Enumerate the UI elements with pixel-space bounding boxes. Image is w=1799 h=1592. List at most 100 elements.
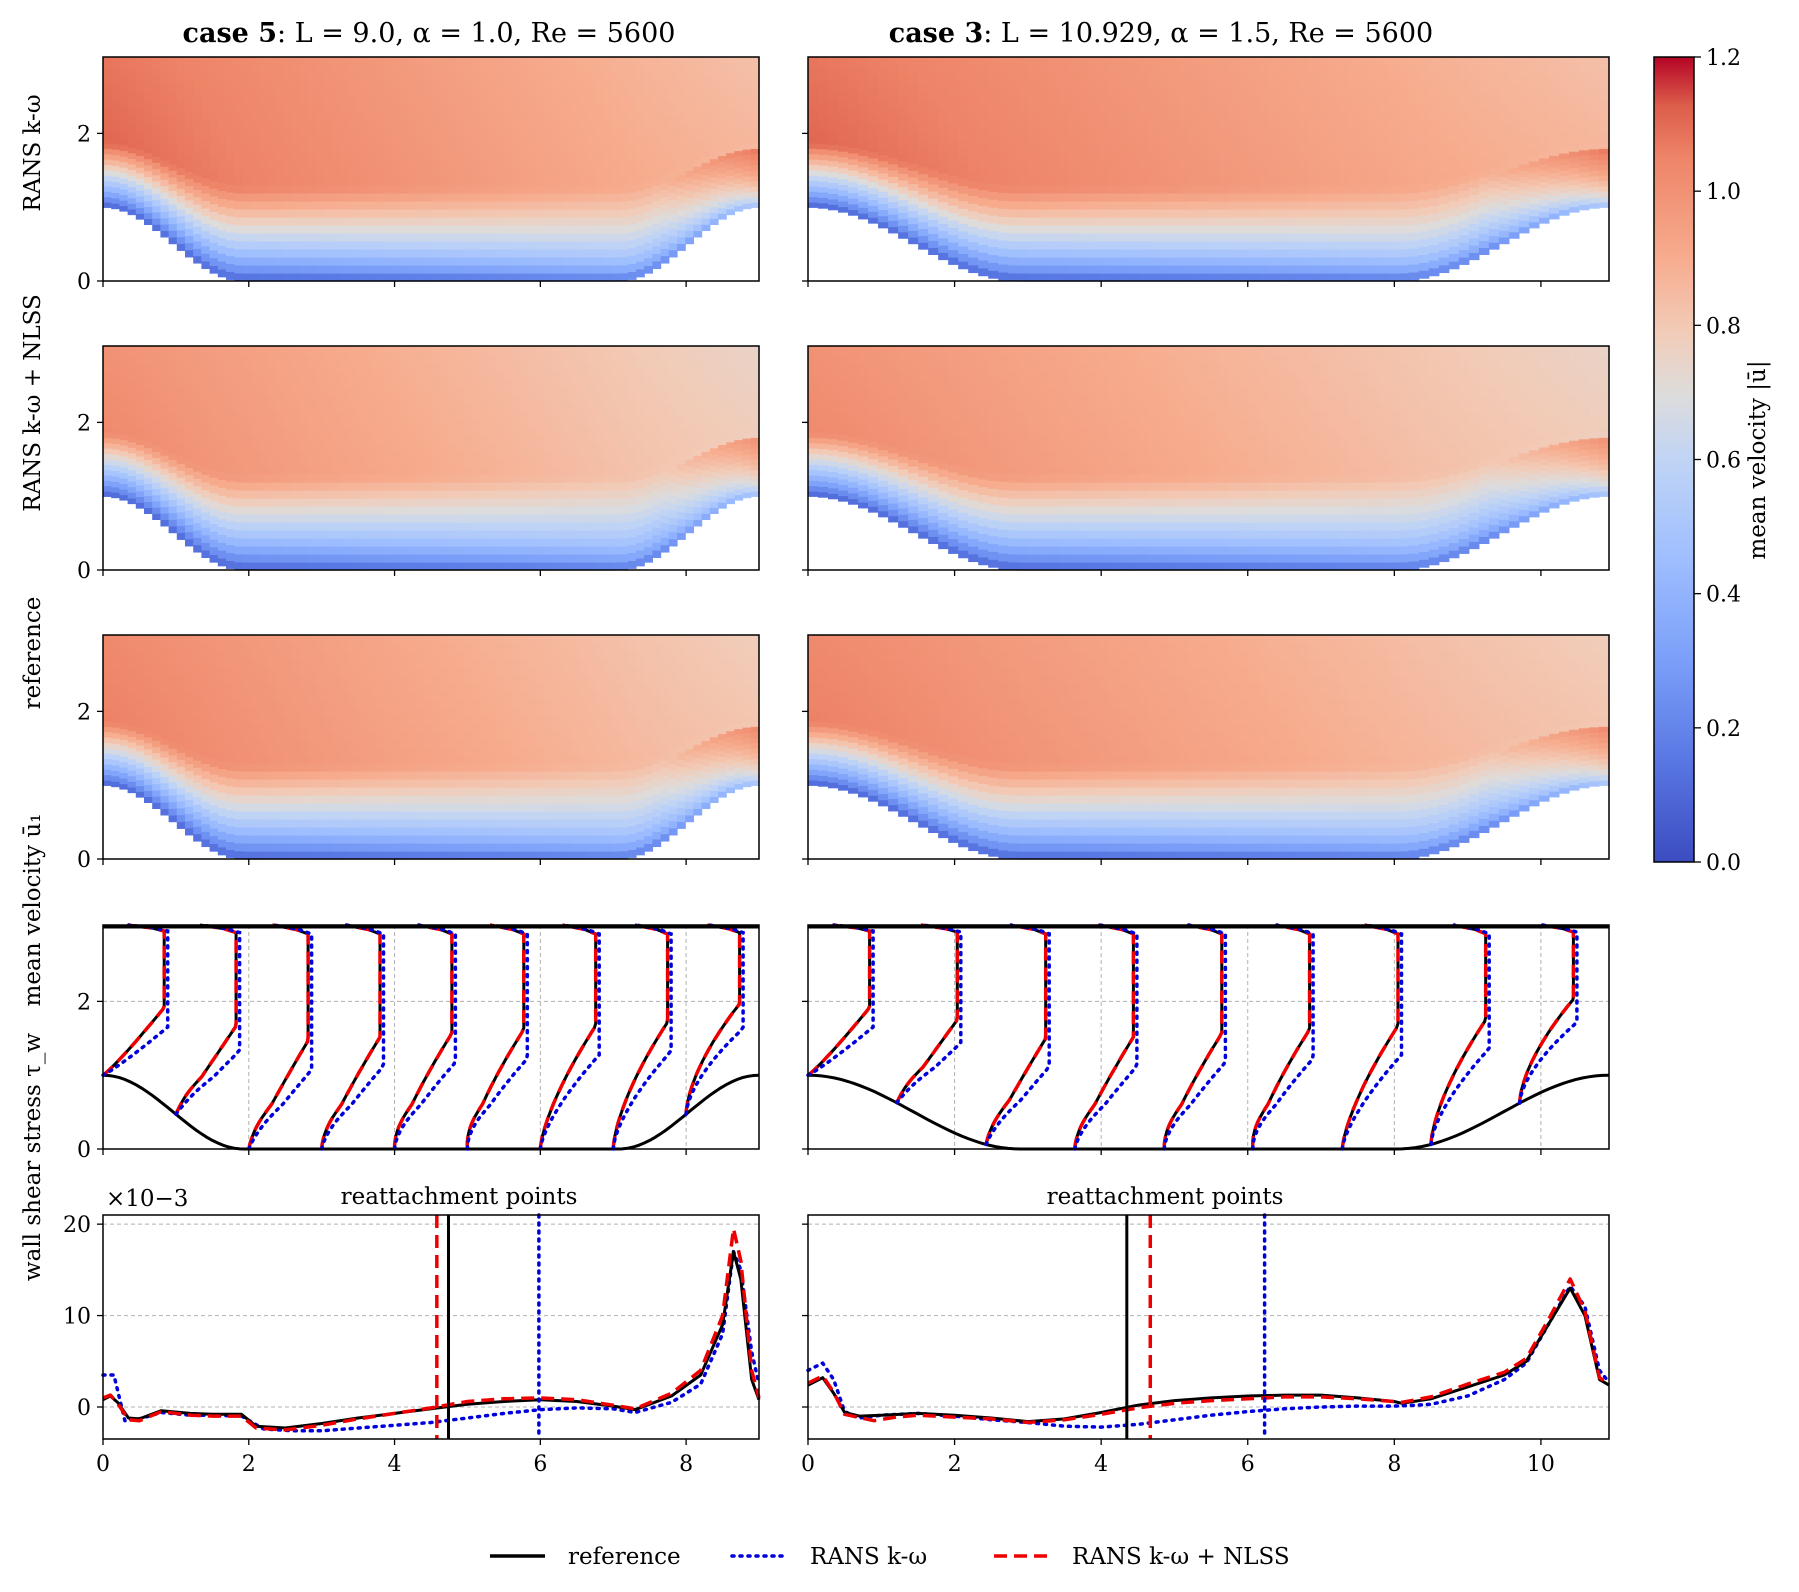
heatmap-cell xyxy=(103,110,112,117)
heatmap-cell xyxy=(808,62,819,69)
heatmap-cell xyxy=(868,157,879,165)
heatmap-cell xyxy=(504,105,514,114)
heatmap-cell xyxy=(455,217,465,226)
heatmap-cell xyxy=(127,107,137,114)
heatmap-cell xyxy=(1238,193,1250,202)
heatmap-cell xyxy=(308,57,317,66)
heatmap-cell xyxy=(365,89,375,98)
heatmap-cell xyxy=(299,105,309,114)
heatmap-cell xyxy=(193,196,202,205)
heatmap-cell xyxy=(496,201,506,210)
heatmap-cell xyxy=(1368,225,1380,234)
heatmap-cell xyxy=(1568,178,1580,185)
heatmap-cell xyxy=(1598,137,1610,144)
heatmap-cell xyxy=(1008,208,1019,218)
heatmap-cell xyxy=(488,249,498,258)
heatmap-cell xyxy=(1328,81,1340,90)
heatmap-cell xyxy=(750,89,760,96)
heatmap-cell xyxy=(1208,113,1220,122)
heatmap-cell xyxy=(1508,218,1520,226)
heatmap-cell xyxy=(858,120,869,127)
heatmap-cell xyxy=(742,203,752,210)
heatmap-cell xyxy=(1588,121,1600,128)
heatmap-cell xyxy=(144,57,153,64)
heatmap-cell xyxy=(734,123,744,130)
heatmap-cell xyxy=(308,137,317,146)
heatmap-cell xyxy=(1088,265,1099,274)
heatmap-cell xyxy=(1428,205,1440,214)
heatmap-cell xyxy=(496,209,506,218)
heatmap-cell xyxy=(127,203,137,210)
heatmap-cell xyxy=(1458,256,1470,265)
heatmap-cell xyxy=(209,400,219,409)
heatmap-cell xyxy=(390,209,399,218)
heatmap-cell xyxy=(1198,65,1210,74)
heatmap-cell xyxy=(349,193,358,202)
heatmap-cell xyxy=(595,225,604,234)
heatmap-cell xyxy=(472,217,481,226)
heatmap-cell xyxy=(1198,177,1210,186)
heatmap-cell xyxy=(718,91,727,99)
heatmap-cell xyxy=(209,226,219,236)
heatmap-cell xyxy=(988,207,999,216)
heatmap-cell xyxy=(1428,72,1440,82)
heatmap-cell xyxy=(431,177,440,186)
heatmap-cell xyxy=(1368,113,1380,122)
heatmap-cell xyxy=(1048,225,1059,234)
heatmap-cell xyxy=(1228,201,1240,210)
heatmap-cell xyxy=(537,241,547,250)
heatmap-cell xyxy=(627,112,637,122)
heatmap-cell xyxy=(1548,201,1560,208)
heatmap-cell xyxy=(431,121,440,130)
heatmap-cell xyxy=(918,57,929,65)
heatmap-cell xyxy=(537,161,547,170)
heatmap-cell xyxy=(1598,180,1610,187)
heatmap-cell xyxy=(455,185,465,194)
heatmap-cell xyxy=(578,257,588,266)
heatmap-cell xyxy=(193,123,202,132)
heatmap-cell xyxy=(928,148,939,157)
heatmap-cell xyxy=(918,153,929,161)
heatmap-cell xyxy=(176,470,186,478)
heatmap-cell xyxy=(472,249,481,258)
heatmap-cell xyxy=(988,183,999,192)
heatmap-cell xyxy=(1598,83,1610,90)
heatmap-cell xyxy=(267,233,276,242)
heatmap-cell xyxy=(1448,64,1460,73)
heatmap-cell xyxy=(1338,97,1350,106)
heatmap-cell xyxy=(201,368,211,377)
heatmap-cell xyxy=(878,124,889,131)
heatmap-cell xyxy=(1318,241,1330,250)
heatmap-cell xyxy=(838,106,849,113)
heatmap-cell xyxy=(1578,160,1590,167)
heatmap-cell xyxy=(1438,172,1450,181)
heatmap-cell xyxy=(1288,185,1300,194)
heatmap-cell xyxy=(908,203,919,211)
heatmap-cell xyxy=(1398,216,1410,226)
heatmap-cell xyxy=(193,152,202,161)
heatmap-cell xyxy=(103,426,112,433)
heatmap-cell xyxy=(299,201,309,210)
heatmap-cell xyxy=(619,184,629,194)
heatmap-cell xyxy=(168,519,178,527)
heatmap-cell xyxy=(1298,153,1310,162)
heatmap-cell xyxy=(144,218,153,225)
heatmap-cell xyxy=(291,249,301,258)
heatmap-cell xyxy=(1398,144,1410,154)
heatmap-cell xyxy=(1568,84,1580,91)
heatmap-cell xyxy=(828,100,839,107)
heatmap-cell xyxy=(217,143,227,152)
heatmap-cell xyxy=(447,113,457,122)
heatmap-cell xyxy=(291,265,301,274)
heatmap-cell xyxy=(1118,257,1129,266)
heatmap-cell xyxy=(152,174,161,182)
heatmap-cell xyxy=(521,185,530,194)
heatmap-cell xyxy=(1208,257,1220,266)
heatmap-cell xyxy=(908,190,919,198)
heatmap-cell xyxy=(1168,81,1180,90)
heatmap-cell xyxy=(422,233,432,242)
heatmap-cell xyxy=(750,175,760,182)
heatmap-cell xyxy=(250,137,260,146)
heatmap-cell xyxy=(595,113,604,122)
heatmap-cell xyxy=(209,203,219,212)
